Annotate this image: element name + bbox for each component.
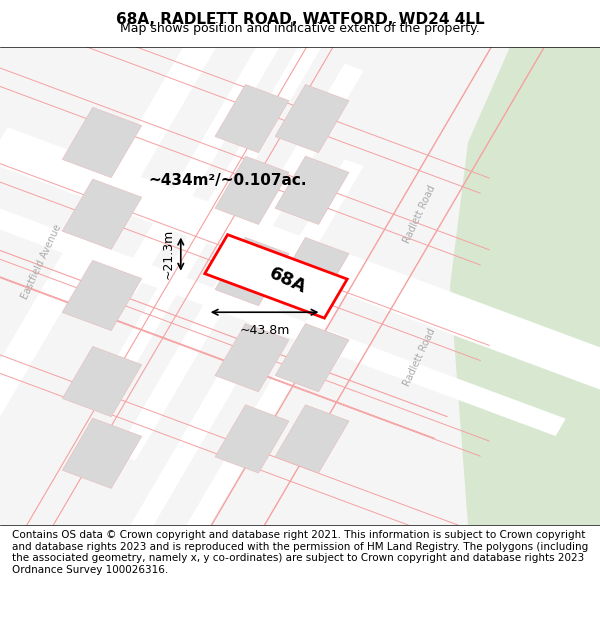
- Polygon shape: [215, 84, 289, 152]
- Polygon shape: [0, 127, 600, 445]
- Text: Eastfield Avenue: Eastfield Avenue: [20, 223, 64, 301]
- Polygon shape: [62, 261, 142, 331]
- Polygon shape: [275, 84, 349, 152]
- Polygon shape: [116, 64, 364, 461]
- Polygon shape: [450, 47, 600, 525]
- Polygon shape: [215, 238, 289, 306]
- Polygon shape: [215, 156, 289, 224]
- Text: Radlett Road: Radlett Road: [402, 184, 438, 245]
- Polygon shape: [116, 255, 364, 625]
- Polygon shape: [275, 238, 349, 306]
- Text: ~43.8m: ~43.8m: [239, 324, 290, 338]
- Polygon shape: [215, 405, 289, 473]
- Polygon shape: [116, 0, 364, 293]
- Polygon shape: [275, 156, 349, 224]
- Text: ~21.3m: ~21.3m: [162, 229, 175, 279]
- Text: 68A, RADLETT ROAD, WATFORD, WD24 4LL: 68A, RADLETT ROAD, WATFORD, WD24 4LL: [116, 12, 484, 27]
- Polygon shape: [62, 107, 142, 177]
- Text: 68A: 68A: [266, 265, 310, 298]
- Polygon shape: [205, 234, 347, 318]
- Polygon shape: [62, 418, 142, 488]
- Polygon shape: [0, 136, 566, 436]
- Polygon shape: [0, 0, 251, 594]
- Text: Radlett Road: Radlett Road: [402, 327, 438, 388]
- Text: ~434m²/~0.107ac.: ~434m²/~0.107ac.: [149, 173, 307, 188]
- Text: Contains OS data © Crown copyright and database right 2021. This information is : Contains OS data © Crown copyright and d…: [12, 530, 588, 575]
- Polygon shape: [62, 346, 142, 417]
- Polygon shape: [62, 179, 142, 249]
- Polygon shape: [275, 324, 349, 392]
- Polygon shape: [116, 159, 364, 556]
- Polygon shape: [116, 0, 364, 365]
- Polygon shape: [215, 324, 289, 392]
- Polygon shape: [275, 405, 349, 473]
- Text: Map shows position and indicative extent of the property.: Map shows position and indicative extent…: [120, 22, 480, 35]
